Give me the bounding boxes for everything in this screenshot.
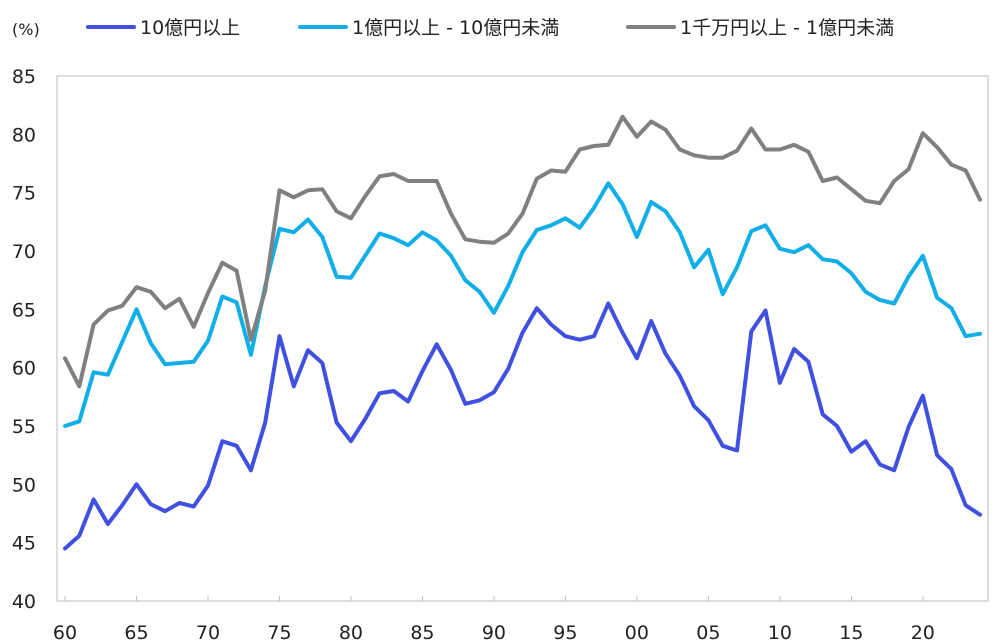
legend-label-2: 1億円以上 - 10億円未満	[352, 17, 559, 39]
y-tick-label: 40	[12, 591, 36, 613]
y-tick-label: 75	[12, 183, 36, 205]
legend-label-1: 10億円以上	[140, 17, 240, 39]
x-tick-label: 80	[339, 622, 363, 643]
x-tick-label: 70	[196, 622, 220, 643]
x-tick-label: 95	[553, 622, 577, 643]
x-axis-ticks: 60 65 70 75 80 85 90 95 00 05 10 15 20	[53, 596, 935, 643]
x-tick-label: 20	[911, 622, 935, 643]
y-tick-label: 60	[12, 358, 36, 380]
x-tick-label: 00	[625, 622, 649, 643]
x-tick-label: 60	[53, 622, 77, 643]
y-tick-label: 80	[12, 124, 36, 146]
y-tick-label: 55	[12, 416, 36, 438]
legend-label-3: 1千万円以上 - 1億円未満	[680, 17, 894, 39]
y-axis-unit-label: (%)	[12, 20, 40, 39]
x-tick-label: 15	[839, 622, 863, 643]
x-tick-label: 05	[696, 622, 720, 643]
x-tick-label: 90	[482, 622, 506, 643]
series-lines	[63, 114, 982, 551]
y-tick-label: 70	[12, 241, 36, 263]
y-tick-label: 50	[12, 474, 36, 496]
y-tick-label: 85	[12, 66, 36, 88]
y-tick-label: 45	[12, 533, 36, 555]
y-tick-label: 65	[12, 299, 36, 321]
y-axis-ticks: 40 45 50 55 60 65 70 75 80 85	[12, 66, 36, 613]
x-tick-label: 65	[124, 622, 148, 643]
series-line-2	[63, 181, 982, 428]
x-tick-label: 10	[768, 622, 792, 643]
x-tick-label: 75	[267, 622, 291, 643]
x-tick-label: 85	[410, 622, 434, 643]
legend: 10億円以上 1億円以上 - 10億円未満 1千万円以上 - 1億円未満	[86, 17, 894, 39]
plot-area-frame	[56, 75, 989, 602]
series-line-1	[63, 301, 982, 551]
series-line-3	[63, 114, 982, 389]
